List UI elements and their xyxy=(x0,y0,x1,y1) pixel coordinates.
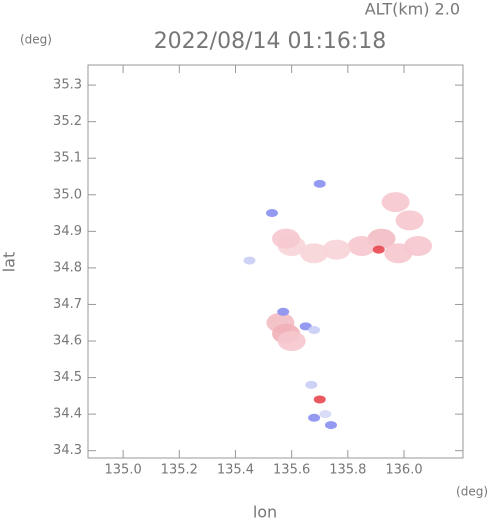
echo-cell xyxy=(313,395,326,404)
subtitle: ALT(km) 2.0 xyxy=(365,0,460,19)
x-tick-label: 135.8 xyxy=(329,463,366,478)
y-tick-label: 34.6 xyxy=(53,334,82,349)
echo-cell xyxy=(324,421,337,430)
echo-cell xyxy=(308,326,321,335)
echo-cell xyxy=(384,243,413,264)
y-tick-label: 34.4 xyxy=(53,407,82,422)
echo-cell xyxy=(277,331,306,352)
echo-cell xyxy=(347,235,376,256)
y-axis-label: lat xyxy=(0,252,19,273)
x-tick-label: 135.6 xyxy=(273,463,310,478)
x-tick-label: 135.2 xyxy=(161,463,198,478)
echo-cell xyxy=(265,209,278,218)
echo-cell xyxy=(300,243,329,264)
echo-cell xyxy=(395,210,424,231)
x-tick-label: 135.0 xyxy=(105,463,142,478)
echo-cell xyxy=(381,192,410,213)
echo-cell xyxy=(313,179,326,188)
echo-cell xyxy=(372,245,385,254)
echo-cell xyxy=(319,410,332,419)
plot-frame xyxy=(87,64,464,459)
y-tick-label: 35.1 xyxy=(53,151,82,166)
x-unit: (deg) xyxy=(456,485,488,499)
y-tick-label: 34.8 xyxy=(53,260,82,275)
y-tick-label: 35.3 xyxy=(53,78,82,93)
y-tick-label: 35.2 xyxy=(53,114,82,129)
y-tick-label: 34.7 xyxy=(53,297,82,312)
echo-cell xyxy=(322,239,351,260)
echo-cell xyxy=(272,228,301,249)
chart-title: 2022/08/14 01:16:18 xyxy=(154,29,387,54)
y-tick-label: 35.0 xyxy=(53,187,82,202)
echo-cell xyxy=(243,256,256,265)
echo-cell xyxy=(308,413,321,422)
y-tick-label: 34.3 xyxy=(53,443,82,458)
x-tick-label: 136.0 xyxy=(385,463,422,478)
y-tick-label: 34.5 xyxy=(53,370,82,385)
x-axis-label: lon xyxy=(253,503,277,522)
echo-cell xyxy=(277,307,290,316)
x-tick-label: 135.4 xyxy=(217,463,254,478)
y-unit: (deg) xyxy=(20,33,52,47)
y-tick-label: 34.9 xyxy=(53,224,82,239)
echo-cell xyxy=(305,380,318,389)
